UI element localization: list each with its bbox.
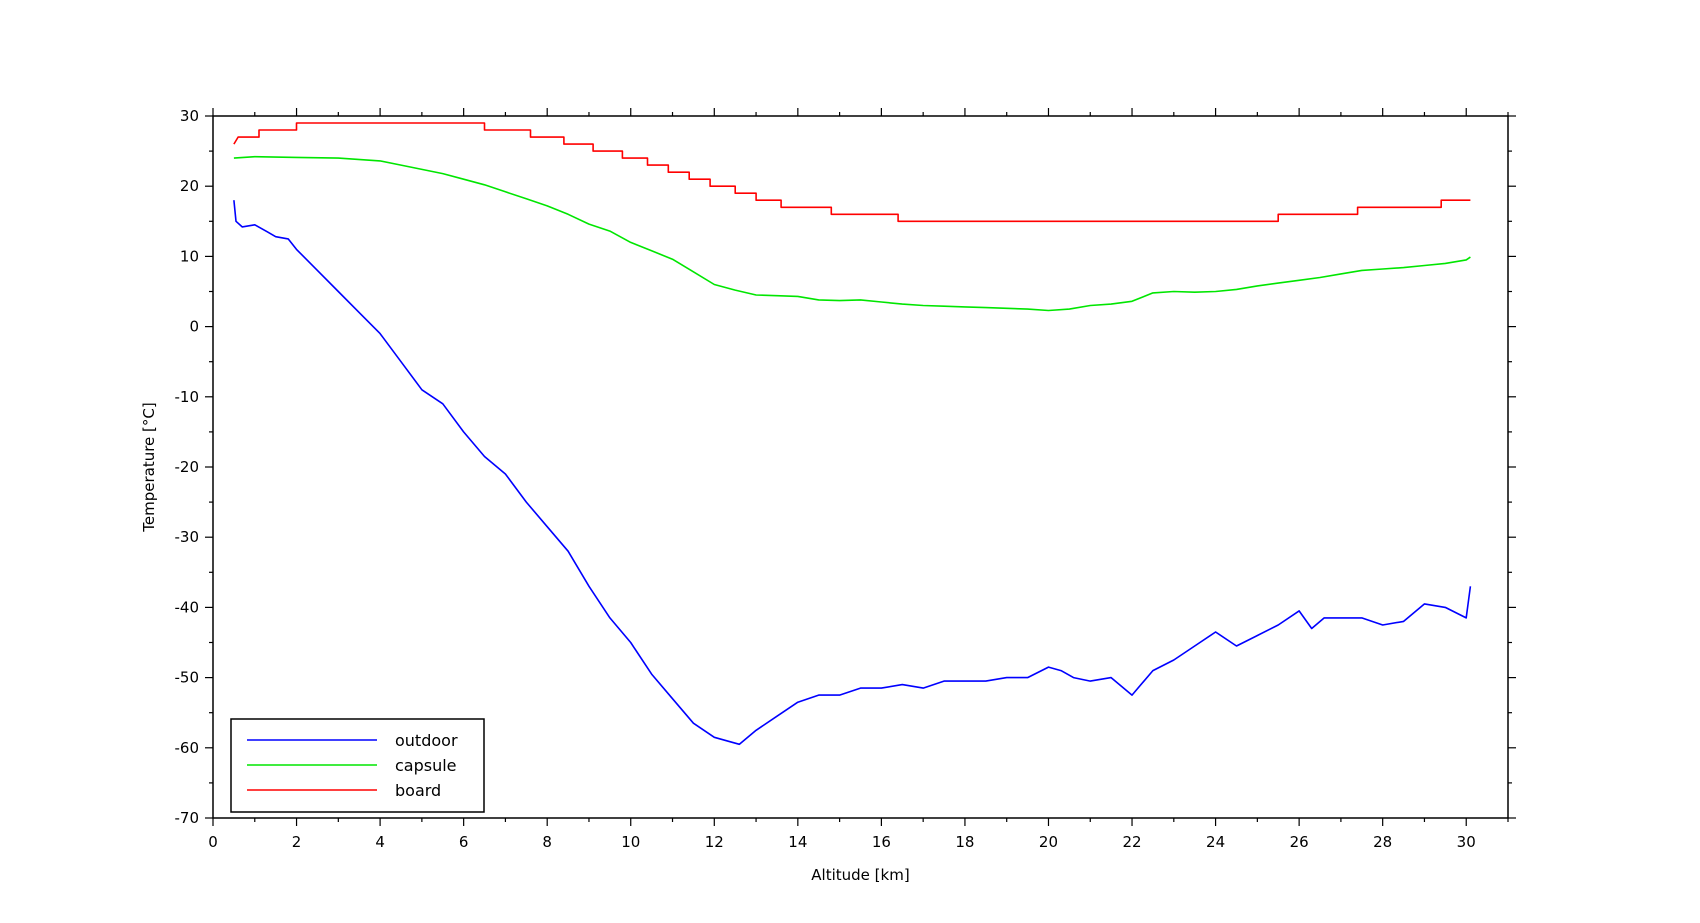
legend: outdoor capsule board xyxy=(230,718,485,813)
x-axis-title: Altitude [km] xyxy=(811,866,909,884)
x-tick-label: 8 xyxy=(542,833,552,851)
series-layer xyxy=(233,122,1472,746)
y-tick-label: -70 xyxy=(175,809,200,827)
y-tick-label: 0 xyxy=(189,318,199,336)
x-tick-label: 20 xyxy=(1039,833,1058,851)
x-tick-label: 14 xyxy=(788,833,807,851)
legend-label-capsule: capsule xyxy=(395,756,457,775)
y-tick-label: -60 xyxy=(175,739,200,757)
x-tick-label: 24 xyxy=(1206,833,1225,851)
x-tick-label: 10 xyxy=(621,833,640,851)
series-line-board xyxy=(233,122,1471,223)
y-tick-label: 30 xyxy=(180,107,199,125)
ticks-layer: 0 2 4 6 8 10 12 14 16 18 20 22 24 26 28 30-70-60-50-40-… xyxy=(175,107,1516,851)
x-tick-label: 0 xyxy=(208,833,218,851)
y-tick-label: -40 xyxy=(175,598,200,616)
series-line-capsule xyxy=(233,155,1471,312)
x-tick-label: 28 xyxy=(1373,833,1392,851)
legend-label-outdoor: outdoor xyxy=(395,731,458,750)
y-tick-label: 20 xyxy=(180,177,199,195)
x-tick-label: 22 xyxy=(1122,833,1141,851)
y-tick-label: 10 xyxy=(180,247,199,265)
y-tick-label: -20 xyxy=(175,458,200,476)
y-tick-label: -10 xyxy=(175,388,200,406)
series-line-outdoor xyxy=(233,200,1472,746)
y-axis-title: Temperature [°C] xyxy=(140,402,158,532)
x-tick-label: 18 xyxy=(955,833,974,851)
x-tick-label: 2 xyxy=(292,833,302,851)
legend-label-board: board xyxy=(395,781,441,800)
x-tick-label: 30 xyxy=(1457,833,1476,851)
y-tick-label: -50 xyxy=(175,669,200,687)
x-tick-label: 4 xyxy=(375,833,385,851)
plot-frame xyxy=(212,115,1509,819)
x-tick-label: 26 xyxy=(1290,833,1309,851)
x-tick-label: 6 xyxy=(459,833,469,851)
x-tick-label: 12 xyxy=(705,833,724,851)
x-tick-label: 16 xyxy=(872,833,891,851)
y-tick-label: -30 xyxy=(175,528,200,546)
